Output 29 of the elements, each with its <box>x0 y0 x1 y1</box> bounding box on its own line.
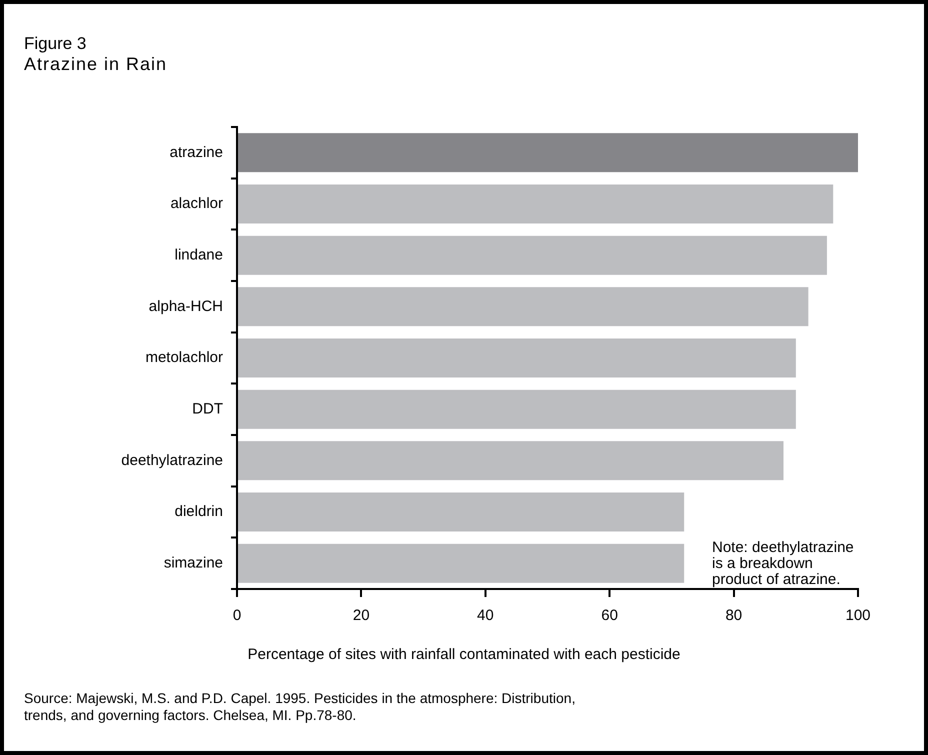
y-tick-label: deethylatrazine <box>121 452 223 469</box>
chart-subtitle: Atrazine in Rain <box>24 54 168 75</box>
y-tick-label: metolachlor <box>145 349 223 366</box>
annotation: Note: deethylatrazine is a breakdown product of atrazine. <box>712 539 854 588</box>
y-tick-label: atrazine <box>170 144 223 161</box>
x-tick-label: 100 <box>845 607 871 624</box>
x-tick-label: 80 <box>725 607 742 624</box>
y-tick-label: lindane <box>174 246 223 264</box>
y-tick-label: dieldrin <box>174 503 223 520</box>
x-tick-label: 0 <box>232 607 242 624</box>
text: Figure 3 <box>24 34 86 54</box>
bar <box>238 338 796 378</box>
y-tick-label: alpha-HCH <box>148 298 223 315</box>
bar <box>238 184 834 224</box>
bar <box>238 287 808 326</box>
y-tick-label: DDT <box>192 400 223 418</box>
bar <box>238 236 827 275</box>
source-note: Source: Majewski, M.S. and P.D. Capel. 1995. Pesticides in the atmosphere: Distribution, trends, and governing factors. Chelsea, MI. Pp.78-80. <box>24 690 576 724</box>
y-tick-label: simazine <box>164 554 223 572</box>
x-tick-label: 20 <box>352 607 370 624</box>
x-tick-label: 60 <box>601 607 618 624</box>
bar <box>238 133 858 172</box>
bar <box>238 390 796 429</box>
x-axis-title: Percentage of sites with rainfall contaminated with each pesticide <box>246 646 682 663</box>
x-tick-label: 40 <box>477 607 494 624</box>
bar <box>238 441 784 480</box>
y-tick-label: alachlor <box>170 195 224 212</box>
bar <box>238 492 684 532</box>
bar <box>238 544 684 583</box>
